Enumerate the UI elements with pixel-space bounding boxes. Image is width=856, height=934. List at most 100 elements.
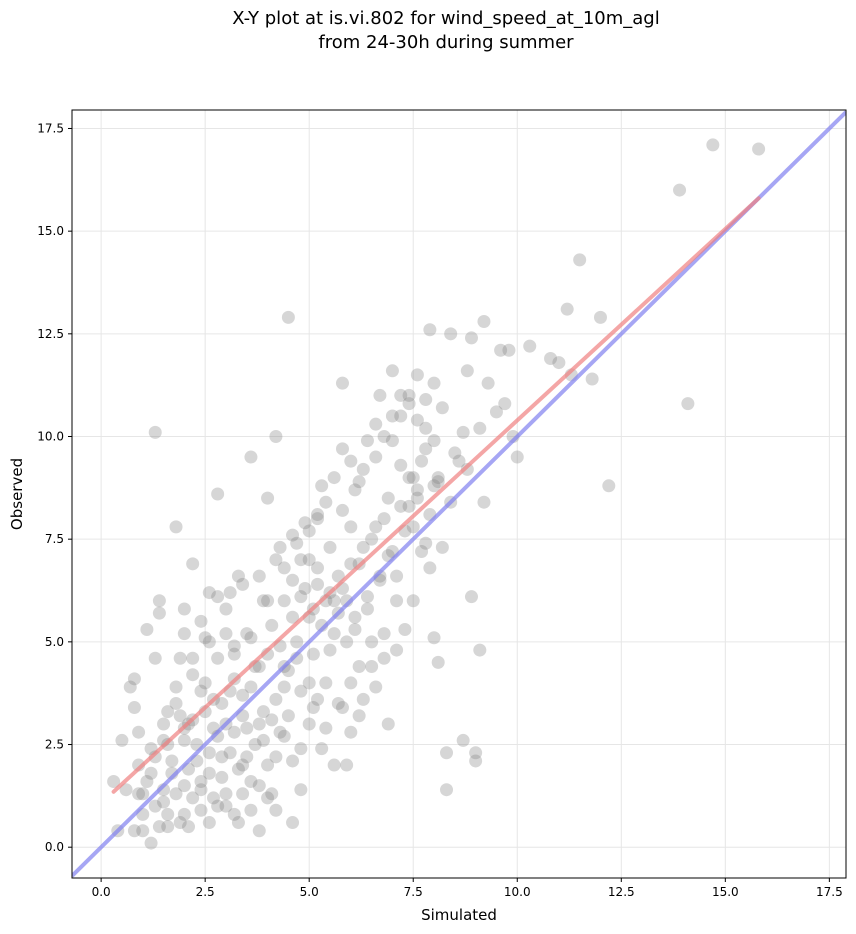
- data-point: [415, 544, 429, 558]
- data-point: [452, 454, 466, 468]
- data-point: [169, 696, 183, 710]
- data-point: [240, 627, 254, 641]
- y-tick-label: 0.0: [45, 840, 64, 854]
- data-point: [265, 787, 279, 801]
- data-point: [236, 688, 250, 702]
- data-point: [365, 659, 379, 673]
- data-point: [231, 569, 245, 583]
- data-point: [194, 803, 208, 817]
- data-point: [152, 594, 166, 608]
- data-point: [127, 672, 141, 686]
- data-point: [510, 450, 524, 464]
- data-point: [365, 532, 379, 546]
- data-point: [261, 758, 275, 772]
- data-point: [473, 643, 487, 657]
- data-point: [335, 442, 349, 456]
- data-point: [410, 491, 424, 505]
- data-point: [152, 606, 166, 620]
- data-point: [385, 409, 399, 423]
- data-point: [294, 590, 308, 604]
- data-point: [311, 692, 325, 706]
- data-point: [286, 573, 300, 587]
- data-point: [315, 742, 329, 756]
- data-point: [377, 651, 391, 665]
- data-point: [298, 581, 312, 595]
- data-point: [115, 733, 129, 747]
- data-point: [177, 779, 191, 793]
- x-tick-label: 2.5: [196, 885, 215, 899]
- data-point: [281, 709, 295, 723]
- data-point: [173, 816, 187, 830]
- data-point: [402, 499, 416, 513]
- data-point: [202, 586, 216, 600]
- data-point: [294, 742, 308, 756]
- data-point: [427, 434, 441, 448]
- data-point: [302, 676, 316, 690]
- data-point: [152, 820, 166, 834]
- data-point: [469, 746, 483, 760]
- data-point: [161, 820, 175, 834]
- data-point: [427, 376, 441, 390]
- data-point: [198, 676, 212, 690]
- data-point: [177, 602, 191, 616]
- data-point: [560, 302, 574, 316]
- data-point: [119, 783, 133, 797]
- data-point: [252, 824, 266, 838]
- data-point: [236, 787, 250, 801]
- data-point: [157, 717, 171, 731]
- data-point: [356, 692, 370, 706]
- data-point: [290, 635, 304, 649]
- data-point: [269, 803, 283, 817]
- data-point: [335, 376, 349, 390]
- data-point: [186, 668, 200, 682]
- data-point: [360, 434, 374, 448]
- data-point: [385, 434, 399, 448]
- data-point: [227, 725, 241, 739]
- data-point: [144, 766, 158, 780]
- data-point: [381, 717, 395, 731]
- data-point: [211, 799, 225, 813]
- data-point: [390, 569, 404, 583]
- data-point: [448, 446, 462, 460]
- data-point: [593, 310, 607, 324]
- data-point: [315, 479, 329, 493]
- data-point: [277, 729, 291, 743]
- data-point: [464, 331, 478, 345]
- data-point: [394, 409, 408, 423]
- data-point: [469, 754, 483, 768]
- x-tick-label: 15.0: [712, 885, 739, 899]
- data-point: [335, 701, 349, 715]
- data-point: [294, 684, 308, 698]
- data-point: [435, 540, 449, 554]
- plot-frame: [71, 109, 847, 879]
- data-point: [498, 397, 512, 411]
- data-point: [327, 758, 341, 772]
- data-point: [227, 647, 241, 661]
- y-axis-label: Observed: [8, 458, 26, 530]
- data-point: [394, 388, 408, 402]
- data-point: [369, 520, 383, 534]
- data-point: [306, 647, 320, 661]
- data-point: [127, 824, 141, 838]
- data-point: [252, 569, 266, 583]
- data-point: [356, 462, 370, 476]
- data-point: [177, 807, 191, 821]
- data-point: [464, 590, 478, 604]
- data-point: [460, 364, 474, 378]
- data-point: [410, 368, 424, 382]
- data-point: [552, 356, 566, 370]
- data-point: [327, 627, 341, 641]
- data-point: [194, 684, 208, 698]
- data-point: [360, 590, 374, 604]
- data-point: [269, 750, 283, 764]
- data-point: [427, 631, 441, 645]
- data-point: [348, 610, 362, 624]
- data-point: [344, 520, 358, 534]
- data-point: [335, 503, 349, 517]
- data-point: [256, 705, 270, 719]
- data-point: [435, 401, 449, 415]
- data-point: [398, 623, 412, 637]
- data-point: [140, 623, 154, 637]
- data-point: [281, 310, 295, 324]
- data-point: [752, 142, 766, 156]
